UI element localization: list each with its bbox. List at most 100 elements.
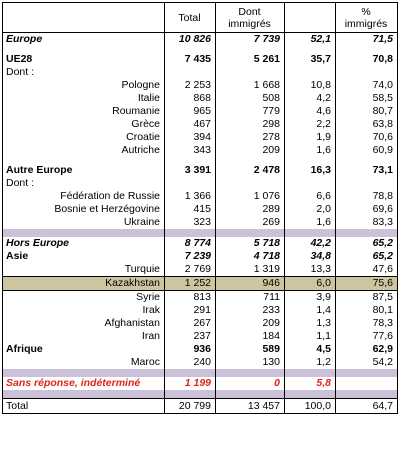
spacer-cell <box>164 369 216 377</box>
table-row: Irak 291 233 1,4 80,1 <box>2 304 398 317</box>
share-cell: 42,2 <box>284 237 336 250</box>
pct-immigres-cell: 62,9 <box>335 343 398 356</box>
spacer-cell <box>164 390 216 399</box>
spacer-cell <box>164 229 216 237</box>
spacer-cell <box>2 390 165 399</box>
share-cell: 6,0 <box>284 276 336 291</box>
pct-immigres-cell: 47,6 <box>335 263 398 277</box>
table-row: Autre Europe 3 391 2 478 16,3 73,1 <box>2 164 398 177</box>
total-cell: 813 <box>164 290 216 304</box>
row-label: Autriche <box>2 144 165 157</box>
total-cell: 237 <box>164 330 216 343</box>
row-label: Fédération de Russie <box>2 190 165 203</box>
data-table: Total Dont immigrés% immigrés Europe 10 826… <box>2 2 398 414</box>
row-label: Sans réponse, indéterminé <box>2 377 165 390</box>
header-total: Total <box>164 2 216 33</box>
table-row: Afrique 936 589 4,5 62,9 <box>2 343 398 356</box>
table-row: Grèce 467 298 2,2 63,8 <box>2 118 398 131</box>
pct-immigres-cell: 70,8 <box>335 53 398 66</box>
total-cell <box>164 66 216 79</box>
total-cell: 20 799 <box>164 398 216 414</box>
row-label: Autre Europe <box>2 164 165 177</box>
spacer-cell <box>215 46 285 53</box>
row-label: Italie <box>2 92 165 105</box>
row-label: Roumanie <box>2 105 165 118</box>
pct-immigres-cell: 64,7 <box>335 398 398 414</box>
total-cell: 343 <box>164 144 216 157</box>
table-row: Pologne 2 253 1 668 10,8 74,0 <box>2 79 398 92</box>
table-row: Total 20 799 13 457 100,0 64,7 <box>2 398 398 414</box>
spacer-cell <box>335 369 398 377</box>
share-cell: 1,9 <box>284 131 336 144</box>
pct-immigres-cell: 78,8 <box>335 190 398 203</box>
spacer-row <box>2 157 398 164</box>
row-label: Asie <box>2 250 165 263</box>
row-label: Grèce <box>2 118 165 131</box>
immigres-cell: 711 <box>215 290 285 304</box>
share-cell: 10,8 <box>284 79 336 92</box>
immigres-cell: 1 668 <box>215 79 285 92</box>
row-label: Dont : <box>2 66 165 79</box>
share-cell <box>284 66 336 79</box>
total-cell: 965 <box>164 105 216 118</box>
share-cell: 4,2 <box>284 92 336 105</box>
table-row: Iran 237 184 1,1 77,6 <box>2 330 398 343</box>
immigres-cell: 589 <box>215 343 285 356</box>
share-cell: 1,2 <box>284 356 336 369</box>
table-row: Italie 868 508 4,2 58,5 <box>2 92 398 105</box>
pct-immigres-cell <box>335 377 398 390</box>
immigres-cell: 1 076 <box>215 190 285 203</box>
immigres-cell: 298 <box>215 118 285 131</box>
table-row: UE28 7 435 5 261 35,7 70,8 <box>2 53 398 66</box>
row-label: Maroc <box>2 356 165 369</box>
spacer-cell <box>215 369 285 377</box>
immigres-cell: 5 261 <box>215 53 285 66</box>
row-label: Turquie <box>2 263 165 277</box>
total-cell: 2 253 <box>164 79 216 92</box>
total-cell: 267 <box>164 317 216 330</box>
immigres-cell <box>215 66 285 79</box>
total-cell: 8 774 <box>164 237 216 250</box>
total-cell: 3 391 <box>164 164 216 177</box>
table-row: Roumanie 965 779 4,6 80,7 <box>2 105 398 118</box>
table-row: Autriche 343 209 1,6 60,9 <box>2 144 398 157</box>
row-label: Bosnie et Herzégovine <box>2 203 165 216</box>
total-cell: 394 <box>164 131 216 144</box>
share-cell: 2,0 <box>284 203 336 216</box>
spacer-cell <box>284 369 336 377</box>
share-cell: 34,8 <box>284 250 336 263</box>
pct-immigres-cell: 78,3 <box>335 317 398 330</box>
row-label: Kazakhstan <box>2 276 165 291</box>
share-cell: 6,6 <box>284 190 336 203</box>
row-label: Hors Europe <box>2 237 165 250</box>
share-cell: 16,3 <box>284 164 336 177</box>
immigres-cell: 289 <box>215 203 285 216</box>
immigres-cell: 184 <box>215 330 285 343</box>
row-label: Ukraine <box>2 216 165 229</box>
total-cell <box>164 177 216 190</box>
share-cell: 2,2 <box>284 118 336 131</box>
table-row: Turquie 2 769 1 319 13,3 47,6 <box>2 263 398 277</box>
immigres-cell: 278 <box>215 131 285 144</box>
spacer-cell <box>2 46 165 53</box>
header-dont-immigres: Dont immigrés <box>215 2 285 33</box>
pct-immigres-cell: 80,7 <box>335 105 398 118</box>
pct-immigres-cell: 70,6 <box>335 131 398 144</box>
total-cell: 415 <box>164 203 216 216</box>
immigres-cell: 13 457 <box>215 398 285 414</box>
total-cell: 936 <box>164 343 216 356</box>
table-row: Maroc 240 130 1,2 54,2 <box>2 356 398 369</box>
immigres-cell: 779 <box>215 105 285 118</box>
table-row: Dont : <box>2 66 398 79</box>
spacer-cell <box>2 369 165 377</box>
share-cell: 35,7 <box>284 53 336 66</box>
row-label: UE28 <box>2 53 165 66</box>
total-cell: 868 <box>164 92 216 105</box>
table-row: Sans réponse, indéterminé 1 199 0 5,8 <box>2 377 398 390</box>
total-cell: 10 826 <box>164 32 216 46</box>
row-label: Syrie <box>2 290 165 304</box>
row-label: Afrique <box>2 343 165 356</box>
total-cell: 291 <box>164 304 216 317</box>
pct-immigres-cell: 80,1 <box>335 304 398 317</box>
spacer-cell <box>164 46 216 53</box>
